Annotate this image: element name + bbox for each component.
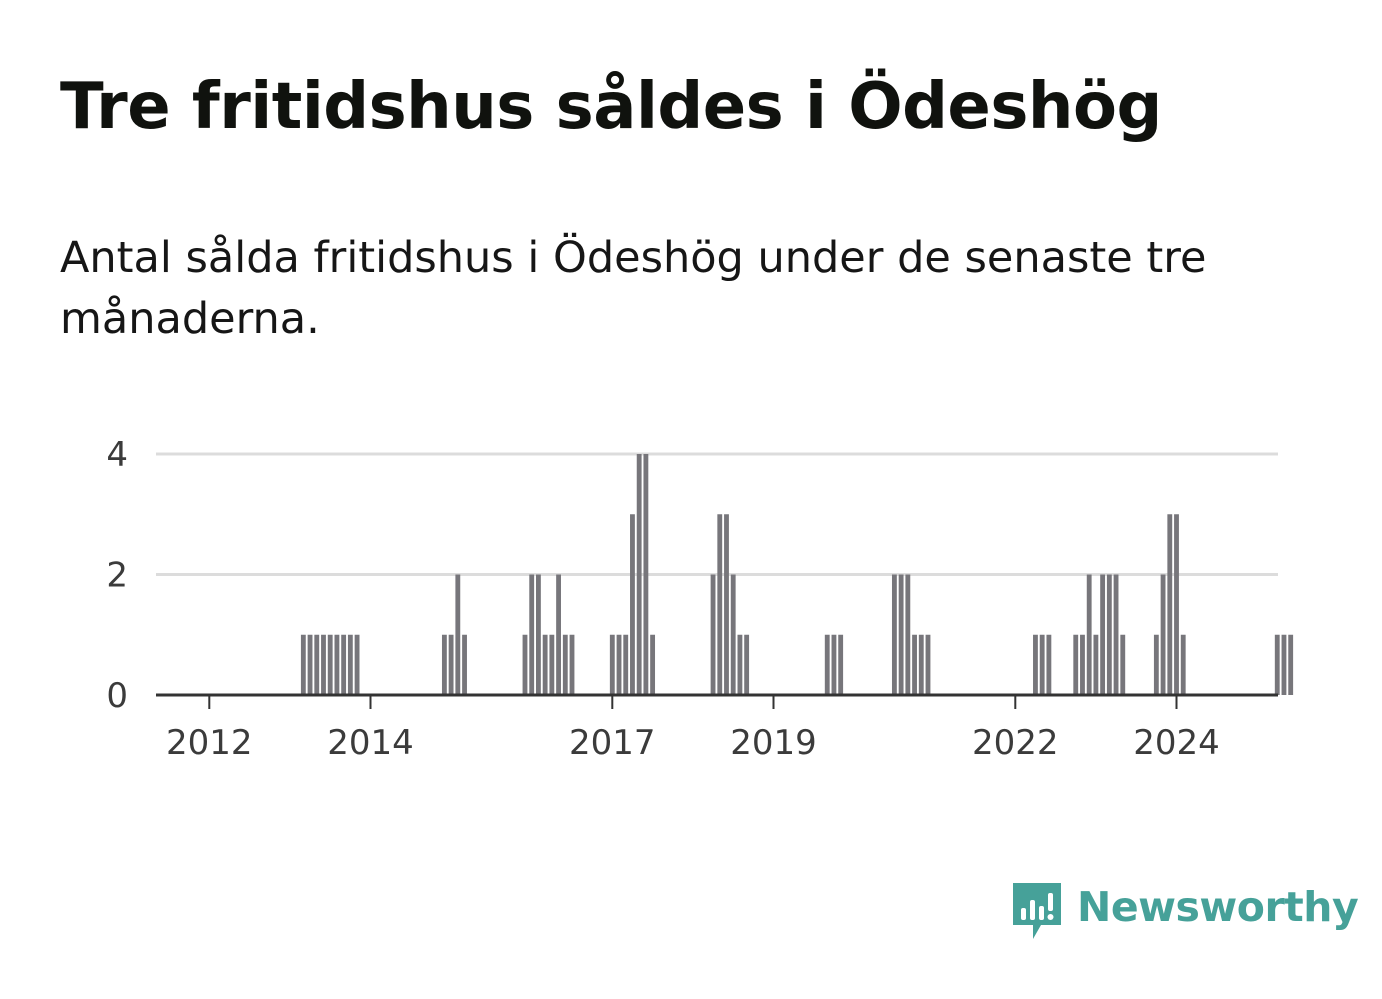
bar <box>334 634 340 695</box>
bar <box>1080 634 1085 695</box>
bar <box>1180 634 1186 695</box>
bar <box>307 634 313 695</box>
y-tick-label: 4 <box>106 435 128 475</box>
bar <box>737 634 743 695</box>
bar <box>448 634 454 695</box>
x-tick-label: 2017 <box>569 723 656 763</box>
bar <box>314 634 320 695</box>
bar <box>1106 574 1112 695</box>
bar <box>327 634 333 695</box>
brand-name: Newsworthy <box>1077 883 1359 931</box>
bar <box>1120 634 1126 695</box>
bar <box>717 514 723 695</box>
bar <box>1100 574 1106 695</box>
bar <box>905 574 911 695</box>
bar <box>831 634 837 695</box>
bar <box>643 454 649 695</box>
bar <box>912 634 917 695</box>
bar <box>1033 634 1038 695</box>
bar <box>609 634 615 695</box>
y-tick-label: 2 <box>106 556 128 596</box>
bar <box>1153 634 1159 695</box>
bar <box>462 634 467 695</box>
bar <box>1167 514 1173 695</box>
newsworthy-logo: Newsworthy <box>1011 880 1359 942</box>
bar <box>341 634 347 695</box>
bar <box>1113 574 1119 695</box>
bar <box>636 454 642 695</box>
bar <box>300 634 306 695</box>
bar <box>650 634 656 695</box>
x-tick-label: 2022 <box>972 723 1059 763</box>
bar <box>616 634 622 695</box>
x-tick-label: 2024 <box>1133 723 1220 763</box>
grid-lines <box>156 452 1278 576</box>
bar <box>918 634 924 695</box>
bar <box>529 574 535 695</box>
bar <box>925 634 931 695</box>
bar <box>623 634 629 695</box>
bar <box>710 574 716 695</box>
bar <box>522 634 528 695</box>
bar <box>441 634 447 695</box>
chart-subtitle: Antal sålda fritidshus i Ödeshög under d… <box>60 233 1207 344</box>
bar <box>1073 634 1079 695</box>
bar <box>730 574 736 695</box>
bar <box>536 574 541 695</box>
bar <box>744 634 750 695</box>
bar <box>347 634 353 695</box>
bar <box>569 634 575 695</box>
bar <box>1274 634 1280 695</box>
bar <box>549 634 555 695</box>
bar <box>1174 514 1179 695</box>
bar <box>1086 574 1092 695</box>
bar <box>838 634 844 695</box>
bar <box>898 574 904 695</box>
bar <box>542 634 548 695</box>
x-tick-label: 2014 <box>327 723 414 763</box>
newsworthy-logo-icon <box>1013 883 1061 939</box>
bar <box>1093 634 1099 695</box>
labels: 0242012201420172019202220243 <box>106 435 1220 763</box>
bar <box>1046 634 1052 695</box>
bar <box>1039 634 1045 695</box>
bar <box>321 634 326 695</box>
chart-title: Tre fritidshus såldes i Ödeshög <box>60 70 1162 144</box>
bars <box>300 454 1294 695</box>
bar <box>556 574 561 695</box>
bar <box>1160 574 1166 695</box>
bar <box>824 634 830 695</box>
bar <box>354 634 360 695</box>
bar <box>724 514 729 695</box>
axes <box>156 693 1278 709</box>
y-tick-label: 0 <box>106 676 128 716</box>
bar <box>562 634 568 695</box>
bar <box>630 514 635 695</box>
bar <box>891 574 897 695</box>
x-tick-label: 2019 <box>730 723 817 763</box>
x-tick-label: 2012 <box>166 723 253 763</box>
bar <box>1281 634 1287 695</box>
bar <box>455 574 461 695</box>
bar <box>1288 634 1294 695</box>
